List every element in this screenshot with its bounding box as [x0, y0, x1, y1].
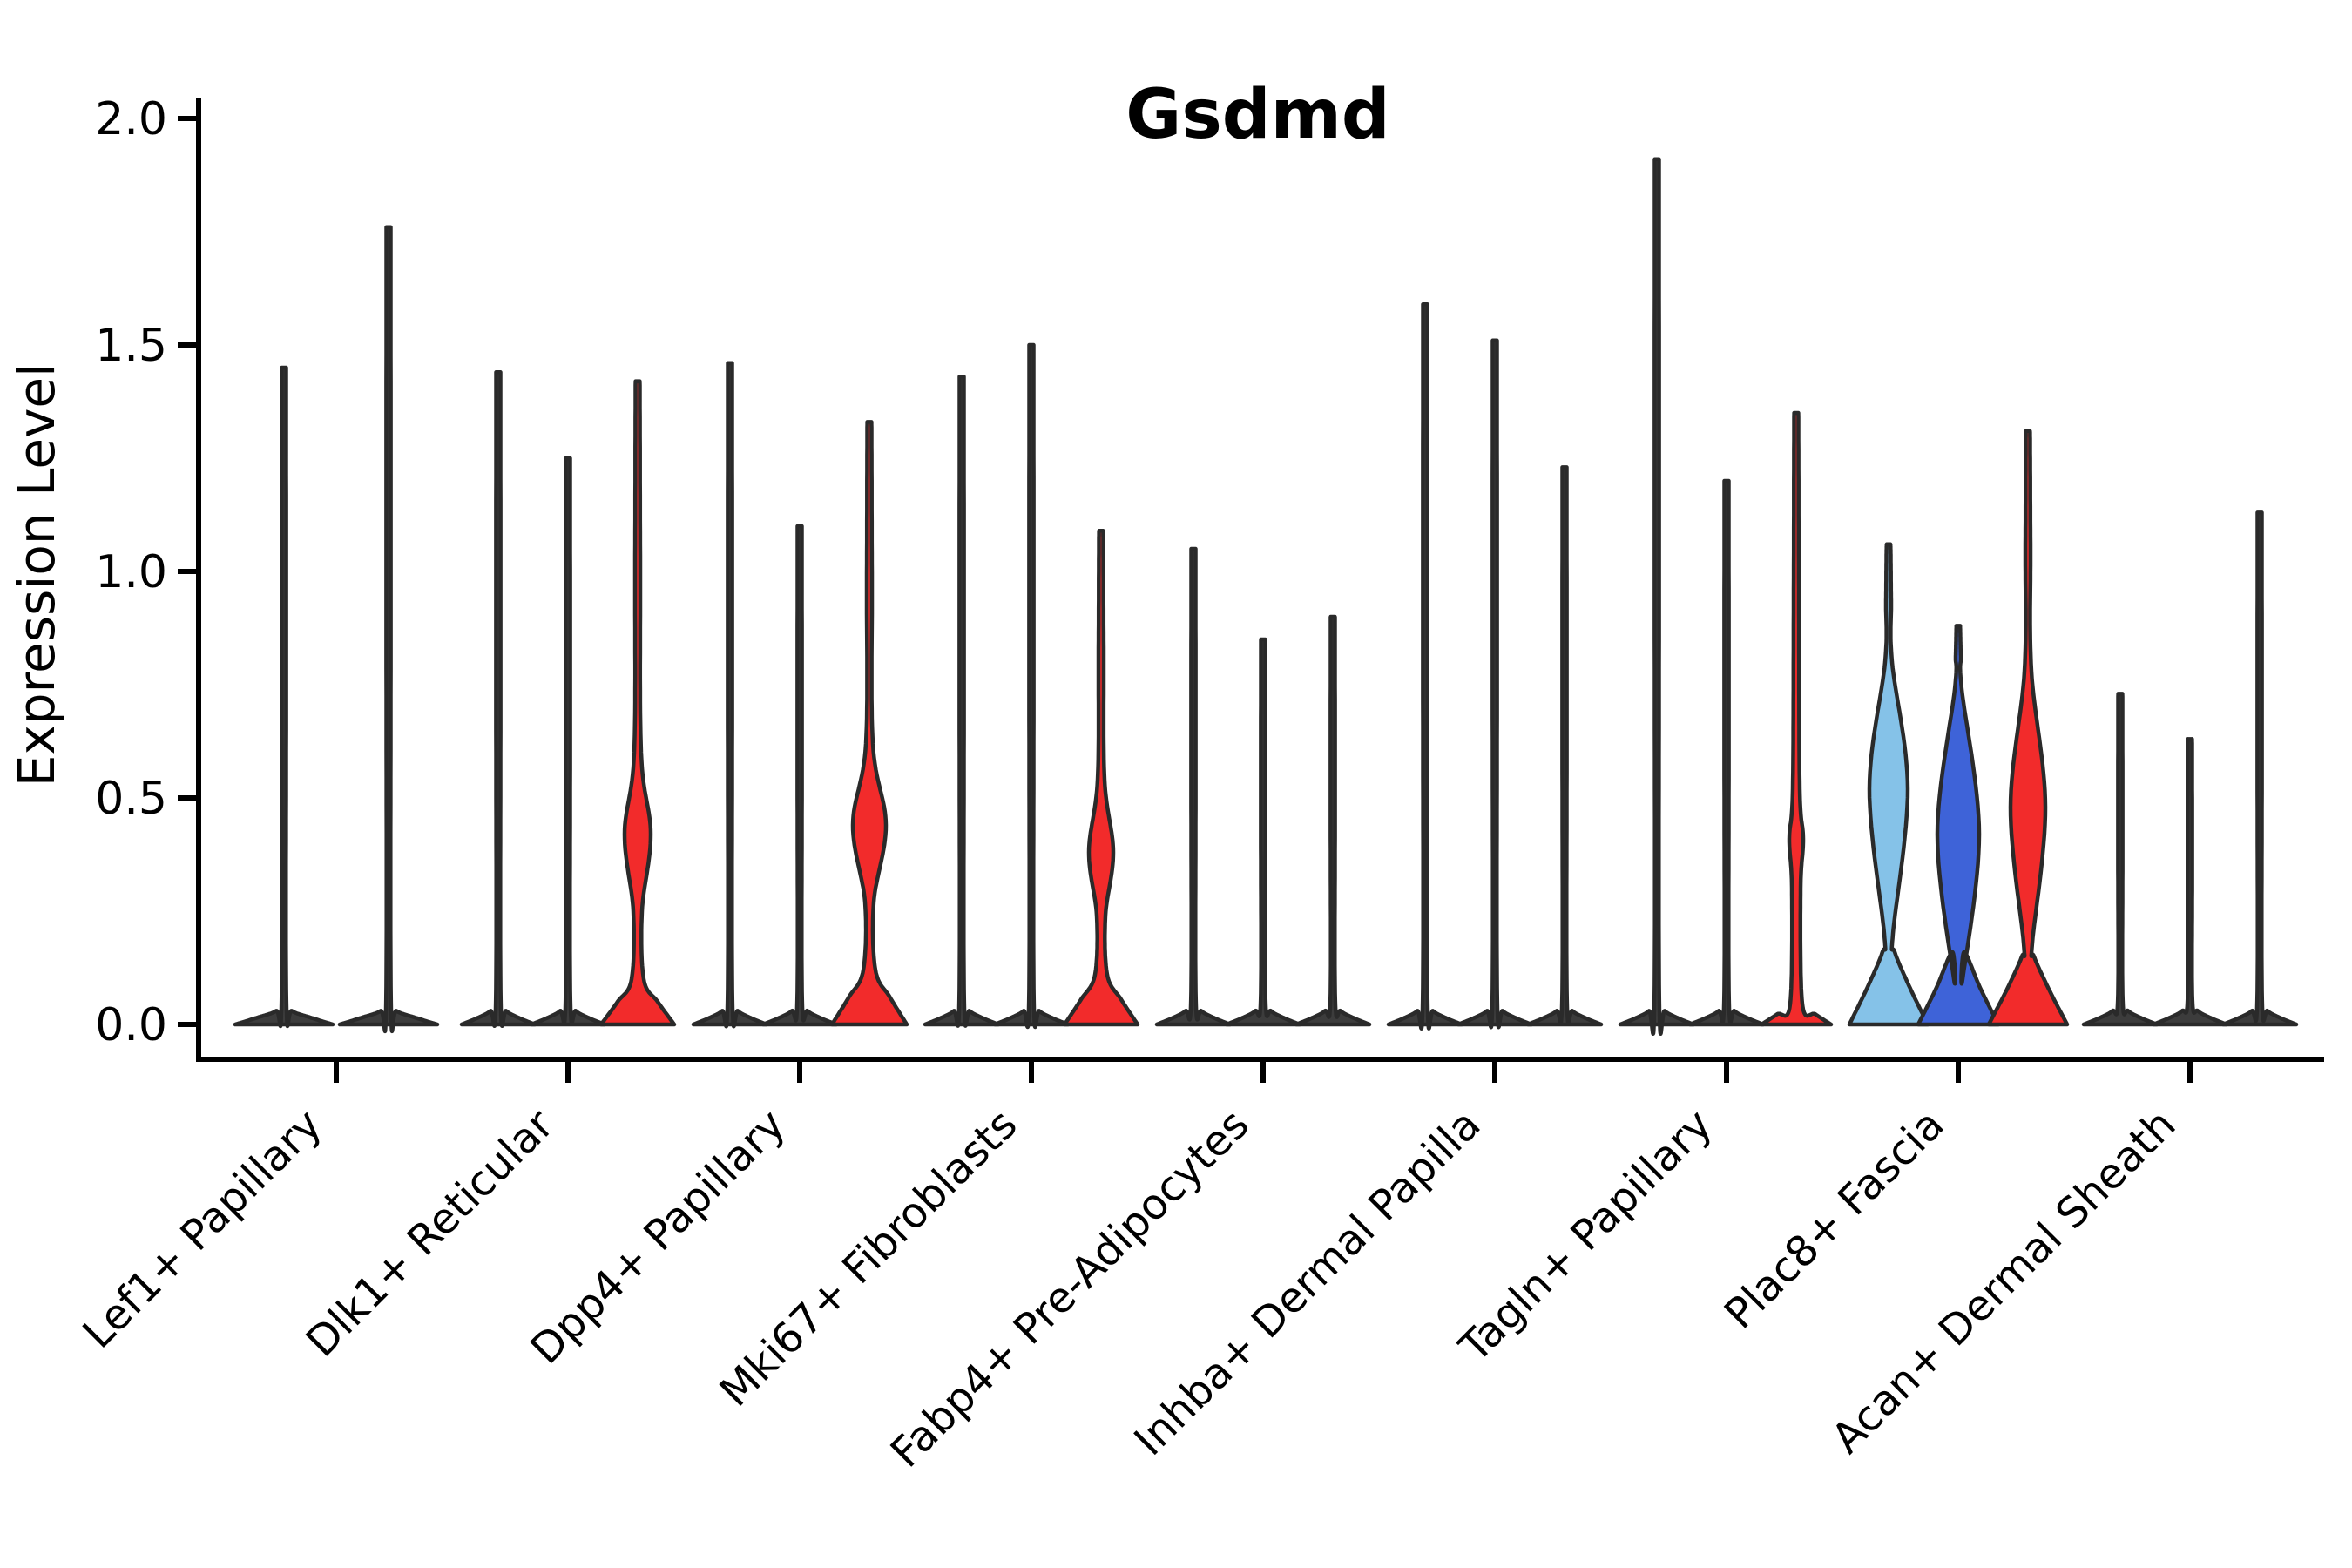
violin-5-1 — [1154, 546, 1233, 1027]
violin-2-3 — [598, 379, 677, 1027]
violin-1-1 — [233, 365, 335, 1029]
y-tick-label: 0.0 — [95, 999, 167, 1051]
y-tick-label: 2.0 — [95, 93, 167, 145]
y-tick-label: 1.5 — [95, 320, 167, 372]
violin-6-1 — [1386, 301, 1464, 1031]
x-tick-label: Dpp4+ Papillary — [521, 1100, 794, 1374]
violin-6-2 — [1456, 338, 1534, 1030]
violin-5-2 — [1224, 637, 1302, 1027]
violin-7-1 — [1618, 157, 1696, 1037]
violin-8-1 — [1847, 542, 1930, 1027]
violin-9-1 — [2081, 692, 2159, 1027]
violin-2-2 — [529, 456, 607, 1027]
violin-8-2 — [1916, 624, 2001, 1027]
x-tick-label: Plac8+ Fascia — [1715, 1100, 1954, 1339]
violin-3-3 — [829, 420, 909, 1027]
chart-title: Gsdmd — [1125, 76, 1389, 154]
violin-4-1 — [923, 375, 1001, 1028]
violin-4-2 — [992, 342, 1071, 1030]
violin-2-1 — [459, 369, 537, 1029]
violin-8-3 — [1986, 429, 2070, 1027]
x-tick-label: Lef1+ Papillary — [74, 1100, 332, 1358]
x-tick-label: Tagln+ Papillary — [1450, 1100, 1721, 1372]
violin-9-2 — [2151, 737, 2229, 1027]
violin-5-3 — [1294, 614, 1372, 1027]
violin-9-3 — [2220, 510, 2299, 1027]
violin-7-3 — [1759, 410, 1834, 1027]
violin-6-3 — [1525, 465, 1604, 1027]
violin-3-2 — [760, 524, 839, 1027]
violin-7-2 — [1687, 478, 1766, 1027]
violin-3-1 — [691, 361, 769, 1029]
y-tick-label: 0.5 — [95, 773, 167, 825]
violin-4-3 — [1062, 528, 1140, 1027]
y-tick-label: 1.0 — [95, 546, 167, 598]
violin-1-2 — [337, 225, 440, 1034]
y-axis-label: Expression Level — [7, 363, 66, 787]
x-tick-label: Dlk1+ Reticular — [297, 1100, 564, 1367]
